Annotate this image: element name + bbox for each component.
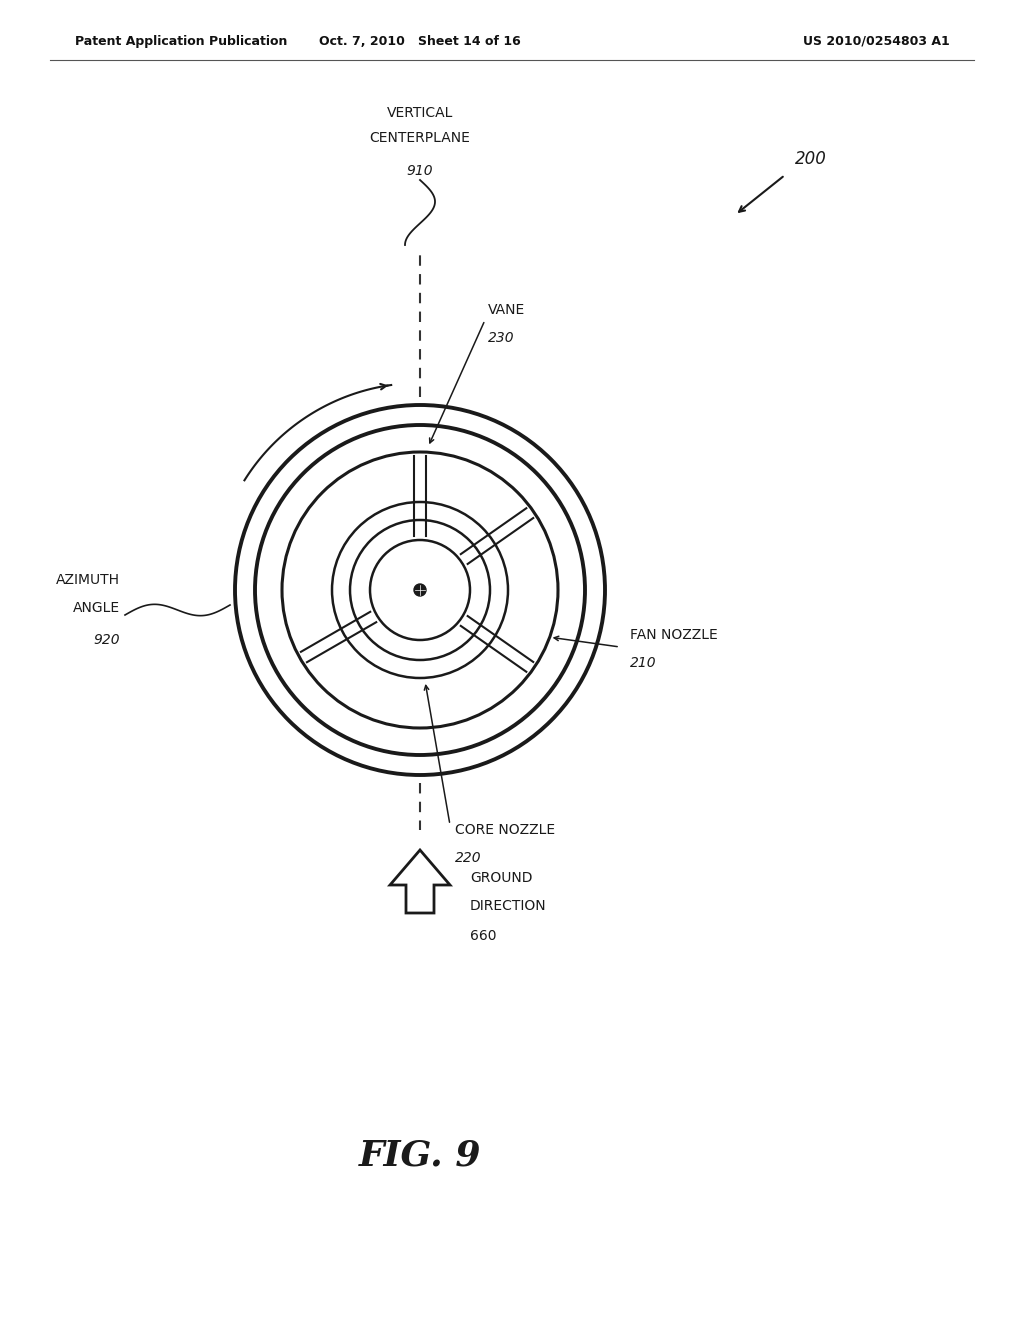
Text: VANE: VANE (488, 304, 525, 317)
Text: Patent Application Publication: Patent Application Publication (75, 36, 288, 48)
Text: VERTICAL: VERTICAL (387, 106, 454, 120)
Text: CENTERPLANE: CENTERPLANE (370, 131, 470, 145)
Text: FIG. 9: FIG. 9 (358, 1138, 481, 1172)
Text: DIRECTION: DIRECTION (470, 899, 547, 912)
Text: Oct. 7, 2010   Sheet 14 of 16: Oct. 7, 2010 Sheet 14 of 16 (319, 36, 521, 48)
Text: ANGLE: ANGLE (73, 601, 120, 615)
Text: AZIMUTH: AZIMUTH (56, 573, 120, 587)
Circle shape (370, 540, 470, 640)
Circle shape (414, 583, 426, 597)
Text: 660: 660 (470, 928, 497, 942)
Text: 230: 230 (488, 331, 515, 345)
Text: 920: 920 (93, 634, 120, 647)
Text: 910: 910 (407, 164, 433, 178)
Text: 200: 200 (795, 150, 826, 168)
Text: 210: 210 (630, 656, 656, 671)
Polygon shape (390, 850, 450, 913)
Text: FAN NOZZLE: FAN NOZZLE (630, 628, 718, 642)
Text: US 2010/0254803 A1: US 2010/0254803 A1 (803, 36, 950, 48)
Text: 220: 220 (455, 851, 481, 865)
Text: CORE NOZZLE: CORE NOZZLE (455, 822, 555, 837)
Text: GROUND: GROUND (470, 870, 532, 884)
